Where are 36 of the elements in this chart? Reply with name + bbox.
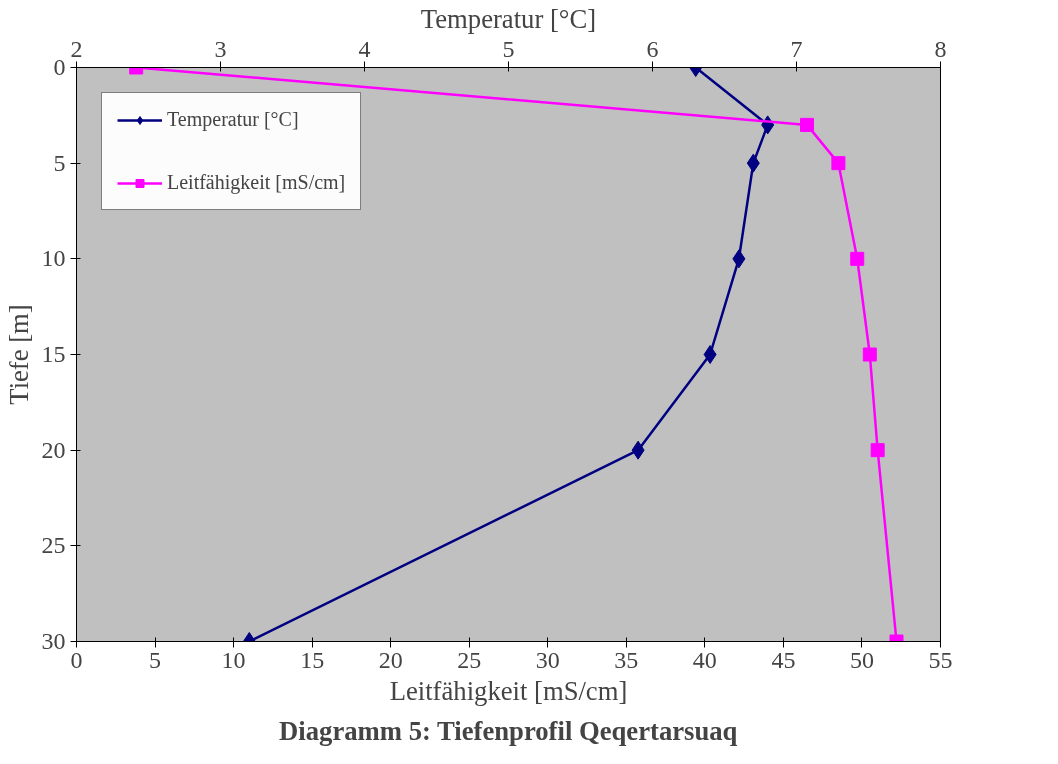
x-tick-label: 35 [614, 646, 639, 673]
x-axis-title: Leitfähigkeit [mS/cm] [389, 675, 628, 706]
x-tick-label: 45 [771, 646, 796, 673]
point [831, 156, 846, 171]
y-tick-label: 0 [53, 54, 66, 80]
x-tick-label: 20 [378, 646, 403, 673]
x-tick-label: 25 [457, 646, 482, 673]
point [850, 251, 865, 266]
x-tick-label: 10 [221, 646, 246, 673]
y-tick-label: 5 [53, 149, 66, 176]
x-tick-label: 15 [300, 646, 325, 673]
x-tick-label: 0 [70, 646, 83, 673]
x-tick-label: 40 [692, 646, 717, 673]
x2-tick-label: 3 [214, 35, 227, 62]
x-tick-label: 5 [149, 646, 162, 673]
y-tick-label: 25 [41, 532, 66, 559]
x-tick-label: 55 [928, 646, 953, 673]
x2-tick-label: 8 [934, 35, 947, 62]
x2-axis-title: Temperatur [°C] [420, 3, 597, 34]
legend-label: Leitfähigkeit [mS/cm] [167, 171, 346, 194]
x2-tick-label: 7 [790, 35, 803, 62]
legend-label: Temperatur [°C] [167, 108, 299, 131]
x2-tick-label: 4 [358, 35, 371, 62]
x2-tick-label: 2 [70, 35, 83, 62]
point [799, 117, 814, 132]
x2-tick-label: 6 [646, 35, 659, 62]
y-tick-label: 15 [41, 341, 66, 367]
y-tick-label: 30 [41, 628, 66, 654]
y-axis-title: Tiefe [m] [3, 304, 34, 405]
y-tick-label: 20 [41, 436, 66, 463]
x-tick-label: 50 [849, 646, 874, 673]
x-tick-label: 30 [535, 646, 560, 673]
text: Diagramm 5: Tiefenprofil Qeqertarsuaq [279, 715, 738, 746]
x2-tick-label: 5 [502, 35, 515, 62]
point [862, 347, 877, 362]
y-tick-label: 10 [41, 245, 66, 272]
